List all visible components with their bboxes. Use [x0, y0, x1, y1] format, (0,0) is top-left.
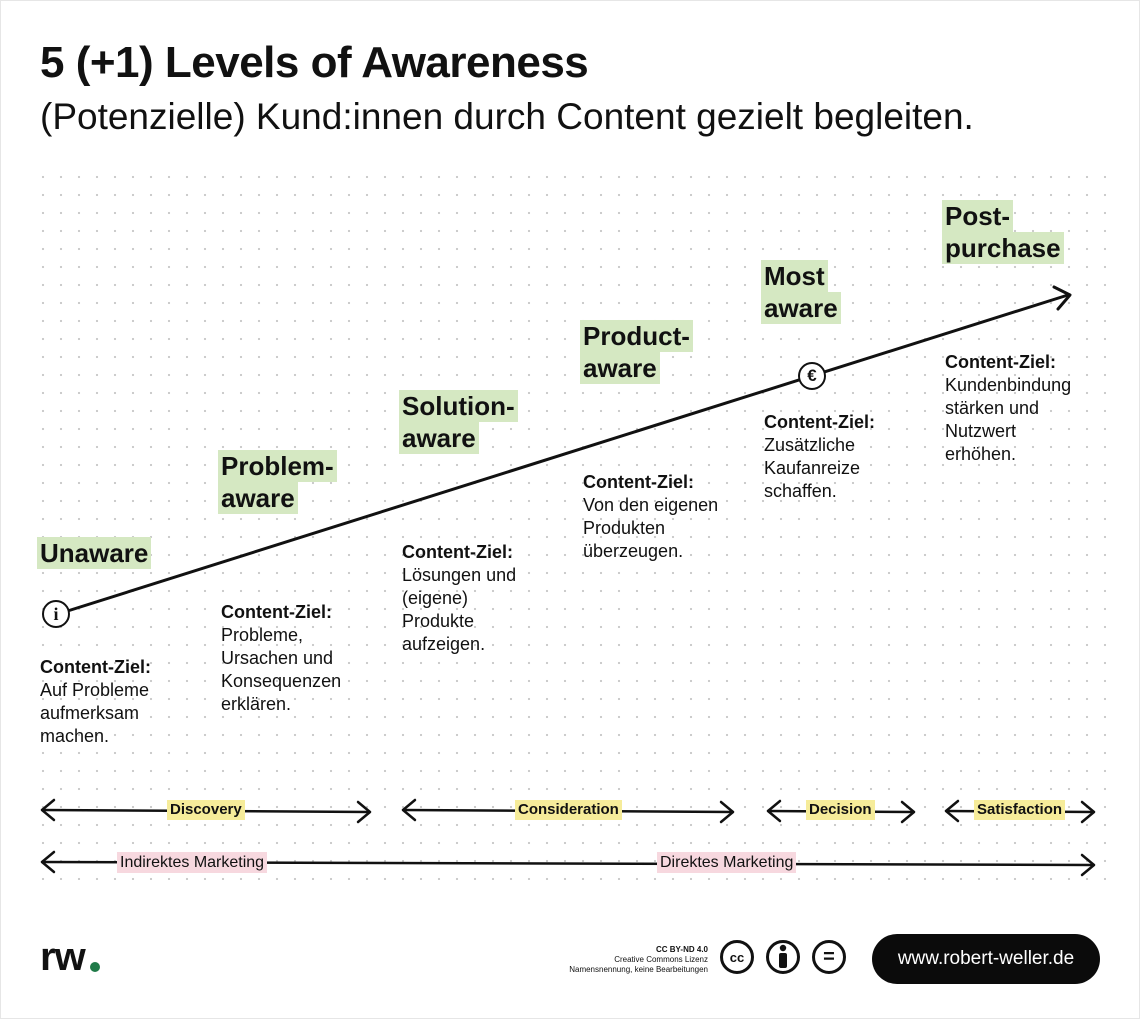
rw-logo: rw	[40, 935, 86, 979]
goal-post-purchase: Content-Ziel: Kundenbindung stärken und …	[945, 352, 1072, 464]
goal-solution-aware: Content-Ziel: Lösungen und (eigene) Prod…	[402, 542, 517, 654]
goal-unaware: Content-Ziel: Auf Probleme aufmerksam ma…	[40, 657, 151, 746]
marketing-label-direct: Direktes Marketing	[657, 852, 797, 873]
goal-problem-aware: Content-Ziel: Probleme, Ursachen und Kon…	[221, 602, 342, 714]
info-icon: i	[42, 600, 70, 628]
stage-name-post-purchase: Post- purchase	[942, 200, 1064, 264]
goal-most-aware: Content-Ziel: Zusätzliche Kaufanreize sc…	[764, 412, 875, 501]
phase-label-decision: Decision	[806, 800, 875, 820]
awareness-arrow-head	[1052, 285, 1072, 311]
stage-name-solution-aware: Solution- aware	[399, 390, 518, 454]
awareness-arrow-line	[56, 293, 1070, 616]
website-link[interactable]: www.robert-weller.de	[872, 934, 1100, 984]
by-icon	[766, 940, 800, 974]
stage-name-product-aware: Product- aware	[580, 320, 693, 384]
stage-name-unaware: Unaware	[37, 537, 152, 569]
dot-grid-background	[34, 168, 1106, 880]
nd-icon: =	[812, 940, 846, 974]
phase-label-discovery: Discovery	[167, 800, 245, 820]
euro-icon: €	[798, 362, 826, 390]
person-icon	[779, 944, 787, 968]
stage-name-problem-aware: Problem- aware	[218, 450, 337, 514]
goal-product-aware: Content-Ziel: Von den eigenen Produkten …	[583, 472, 719, 561]
page-title: 5 (+1) Levels of Awareness	[40, 38, 589, 87]
page-subtitle: (Potenzielle) Kund:innen durch Content g…	[40, 96, 974, 137]
stage-name-most-aware: Most aware	[761, 260, 841, 324]
logo-dot	[90, 962, 100, 972]
cc-icon: cc	[720, 940, 754, 974]
license-text: CC BY-ND 4.0 Creative Commons Lizenz Nam…	[569, 945, 708, 974]
phase-label-satisfaction: Satisfaction	[974, 800, 1066, 820]
phase-label-consideration: Consideration	[515, 800, 622, 820]
marketing-label-indirect: Indirektes Marketing	[117, 852, 268, 873]
